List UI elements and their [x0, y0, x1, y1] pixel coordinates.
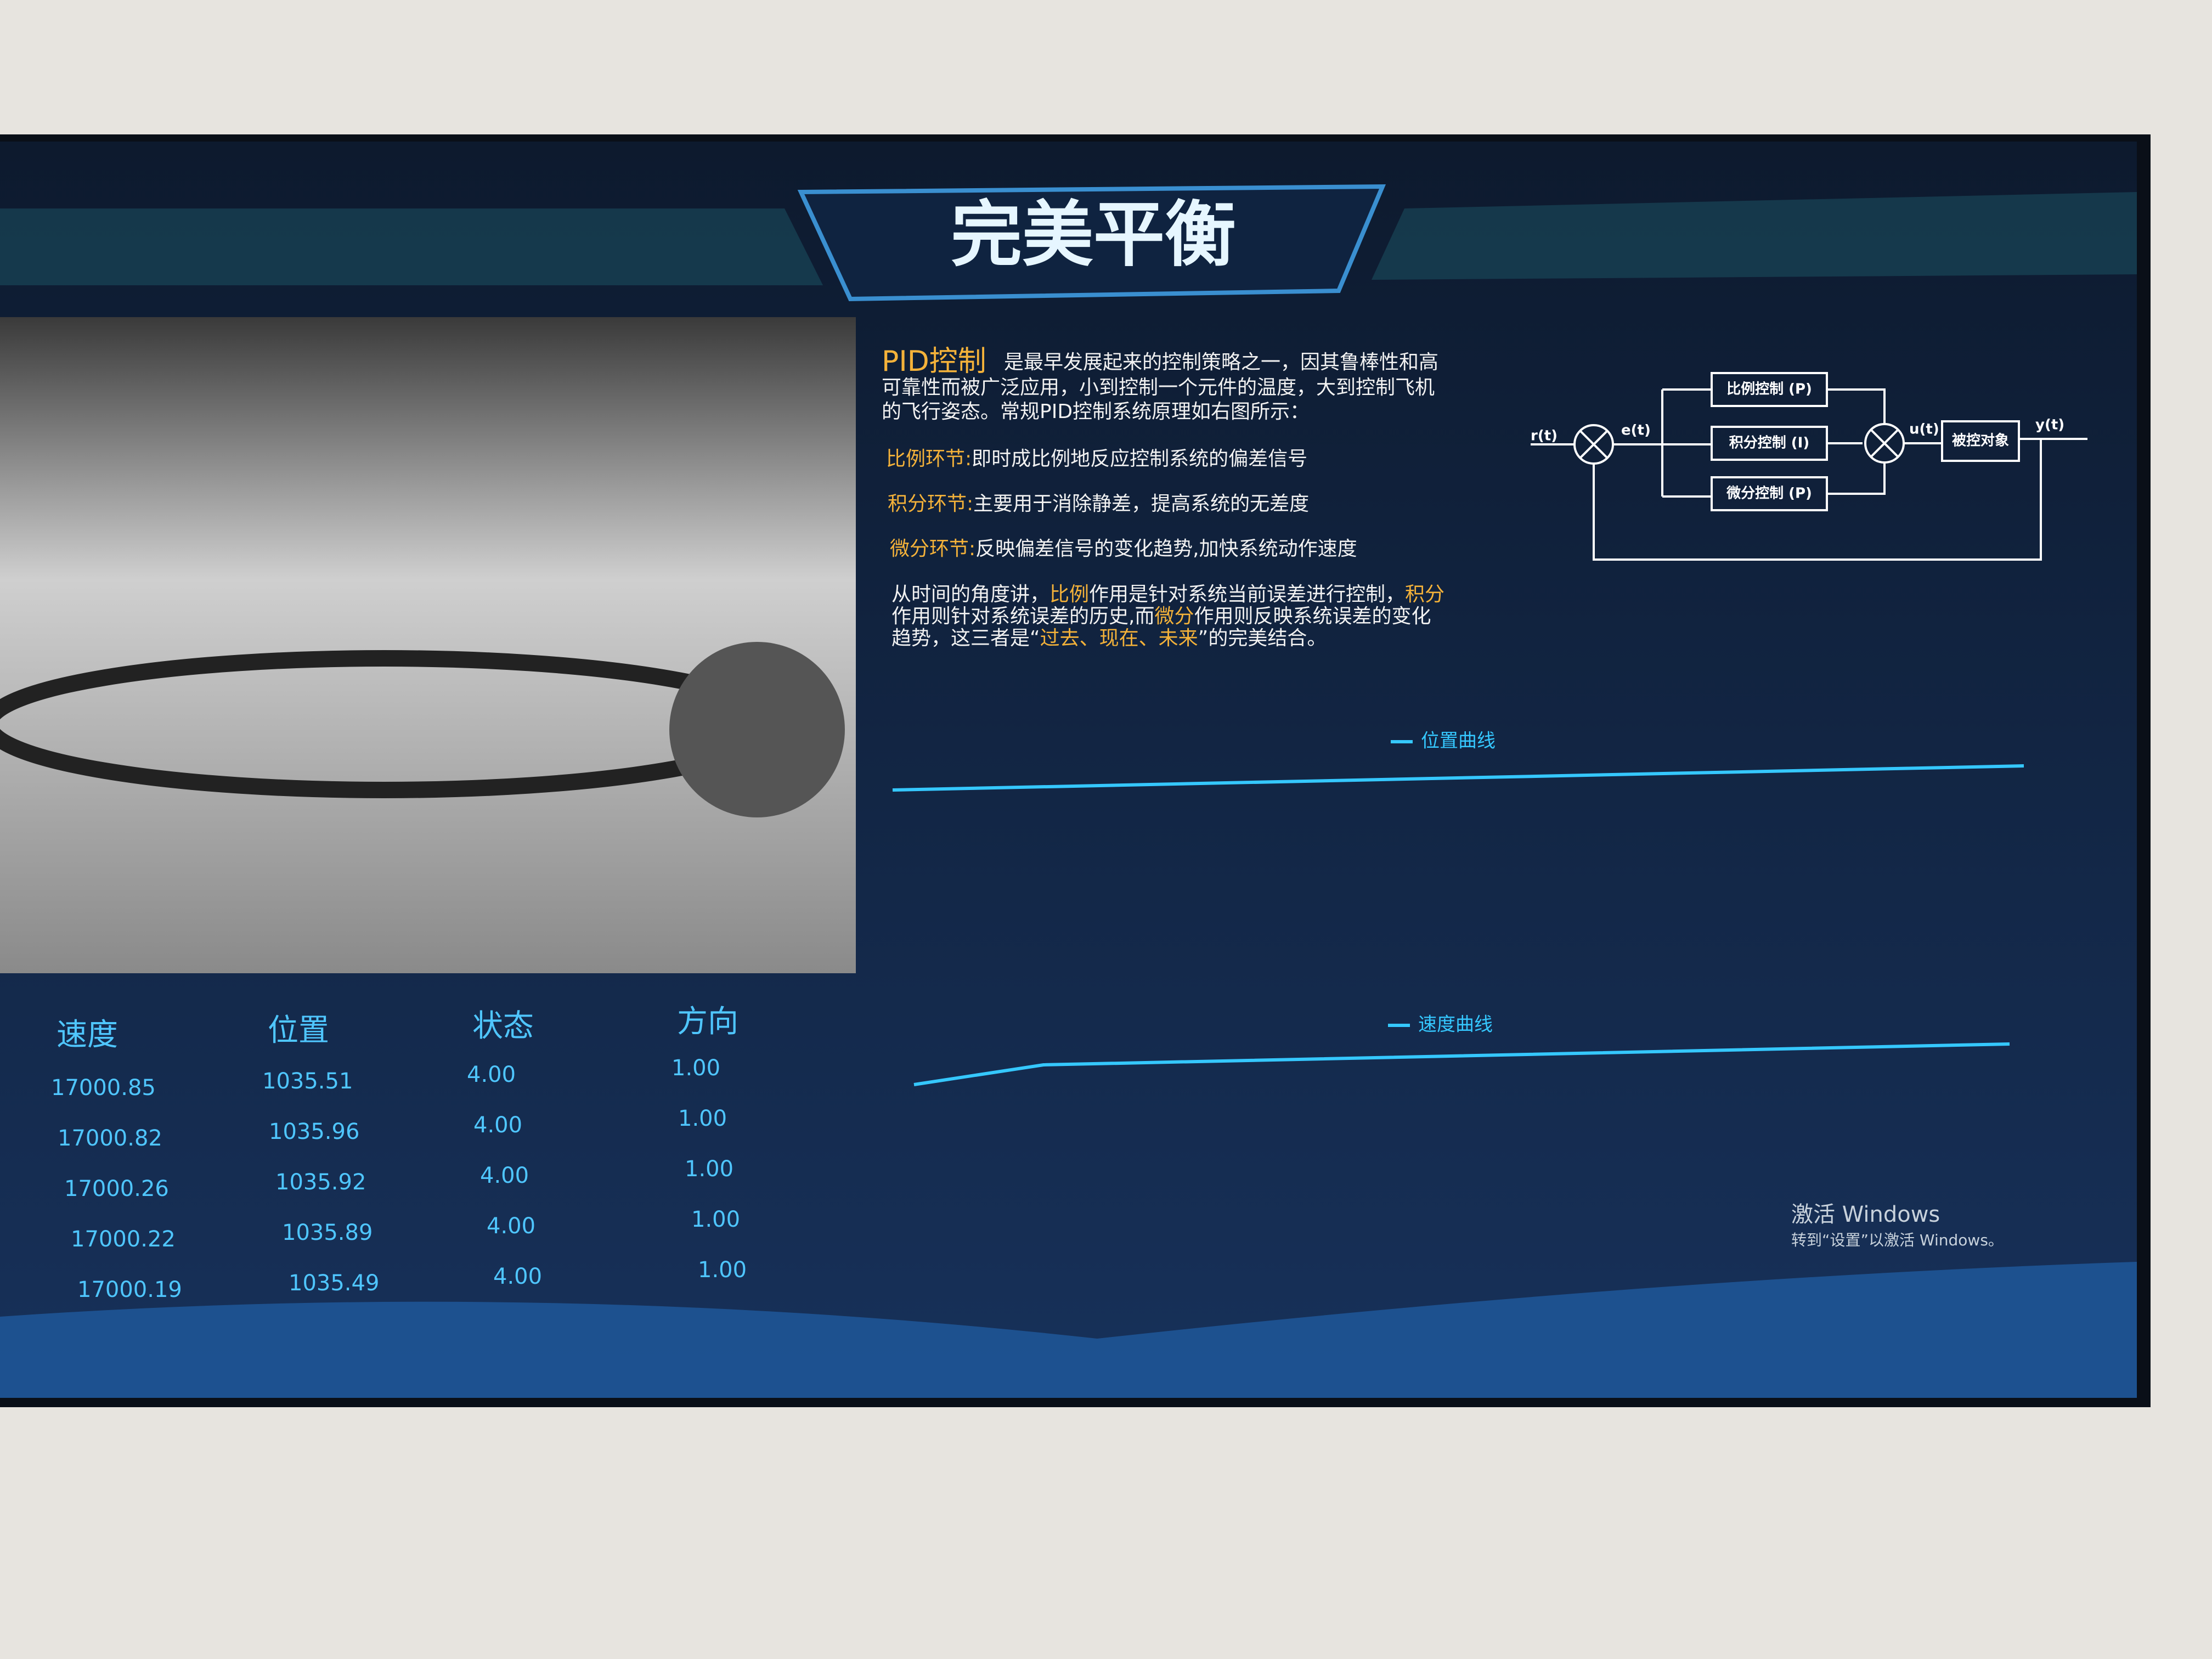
feedback: [1593, 438, 2087, 561]
diagram-label: u(t): [1909, 421, 1939, 438]
block-label: 微分控制 (P): [1726, 485, 1812, 502]
diagram-label: y(t): [2035, 417, 2064, 433]
table-header: 方向: [677, 1004, 738, 1040]
section: 微分环节:反映偏差信号的变化趋势,加快系统动作速度: [890, 538, 1357, 560]
diagram-label: e(t): [1621, 422, 1651, 439]
highlight: 比例: [1049, 583, 1089, 606]
position-curve: [892, 764, 2024, 792]
table-cell: 1035.96: [269, 1119, 359, 1144]
block-label: 比例控制 (P): [1726, 381, 1812, 398]
chart-title: 位置曲线: [1421, 730, 1496, 752]
title-frame: [797, 184, 1386, 302]
footer-wave: [0, 1262, 2137, 1398]
table-cell: 4.00: [473, 1113, 522, 1138]
text: 从时间的角度讲，: [891, 583, 1049, 606]
intro-line: 可靠性而被广泛应用，小到控制一个元件的温度，大到控制飞机: [882, 376, 1435, 399]
text: ”的完美结合。: [1198, 627, 1327, 650]
table-cell: 1035.92: [275, 1170, 366, 1195]
intro-line: 是最早发展起来的控制策略之一，因其鲁棒性和高: [1004, 351, 1438, 374]
text: 作用是针对系统当前误差进行控制，: [1089, 583, 1405, 606]
sum-cross: [1870, 428, 1899, 458]
table-cell: 1.00: [672, 1056, 720, 1081]
table-cell: 4.00: [480, 1163, 529, 1188]
table-cell: 4.00: [493, 1264, 542, 1289]
section-text: 反映偏差信号的变化趋势,加快系统动作速度: [975, 538, 1357, 560]
text: 作用则反映系统误差的变化: [1194, 605, 1431, 628]
arrow: [1613, 388, 1712, 498]
highlight: 过去、现在、未来: [1040, 627, 1198, 650]
paragraph-line: 作用则针对系统误差的历史,而微分作用则反映系统误差的变化: [891, 605, 1431, 628]
table-cell: 1035.89: [282, 1220, 373, 1245]
table-cell: 4.00: [467, 1062, 516, 1087]
watermark-title: 激活 Windows: [1791, 1202, 1940, 1227]
table-cell: 1.00: [698, 1257, 747, 1283]
intro-line: 的飞行姿态。常规PID控制系统原理如右图所示：: [882, 400, 1310, 423]
sum-cross: [1579, 430, 1609, 459]
camera-ball: [669, 642, 845, 817]
table-cell: 17000.26: [64, 1176, 169, 1201]
block-label: 被控对象: [1952, 432, 2009, 449]
speed-curve: [913, 1042, 2010, 1086]
section: 积分环节:主要用于消除静差，提高系统的无差度: [888, 493, 1309, 515]
section-text: 主要用于消除静差，提高系统的无差度: [973, 493, 1309, 515]
chart-title: 速度曲线: [1418, 1014, 1493, 1036]
watermark-subtitle: 转到“设置”以激活 Windows。: [1791, 1231, 2004, 1249]
intro-keyword: PID控制: [882, 345, 986, 378]
section: 比例环节:即时成比例地反应控制系统的偏差信号: [886, 448, 1307, 470]
table-cell: 1035.49: [289, 1271, 379, 1296]
block-label: 积分控制 (I): [1729, 435, 1810, 452]
table-cell: 1.00: [678, 1106, 727, 1131]
table-header: 位置: [268, 1013, 329, 1048]
diagram-label: r(t): [1531, 428, 1558, 444]
pid-diagram: r(t) e(t) 比例控制 (P) 积分控制 (I) 微分控制 (P) u(t…: [1531, 372, 2087, 561]
section-label: 积分环节:: [888, 493, 973, 515]
title: 完美平衡: [951, 193, 1236, 276]
block: [1941, 420, 2020, 462]
paragraph-line: 趋势，这三者是“过去、现在、未来”的完美结合。: [891, 627, 1327, 650]
section-label: 微分环节:: [890, 538, 975, 560]
header-band: [0, 208, 823, 285]
table-cell: 17000.19: [77, 1277, 182, 1302]
table-cell: 1.00: [691, 1207, 740, 1232]
arrow: [1827, 388, 1886, 495]
data-table: 速度 位置 状态 方向 17000.85 1035.51 4.00 1.00 17000.82 1…: [51, 1004, 747, 1302]
text: 作用则针对系统误差的历史,而: [891, 605, 1154, 628]
table-header: 状态: [472, 1008, 534, 1044]
table-cell: 17000.82: [58, 1126, 162, 1151]
header-band: [1372, 192, 2137, 280]
table-cell: 4.00: [487, 1214, 535, 1239]
table-cell: 1035.51: [262, 1069, 353, 1094]
table-header: 速度: [57, 1017, 118, 1053]
camera-view: [0, 317, 856, 973]
highlight: 积分: [1405, 583, 1444, 606]
section-label: 比例环节:: [886, 448, 972, 470]
table-cell: 1.00: [685, 1156, 733, 1182]
table-cell: 17000.22: [71, 1227, 176, 1252]
table-cell: 17000.85: [51, 1075, 156, 1101]
paragraph-line: 从时间的角度讲，比例作用是针对系统当前误差进行控制，积分: [891, 583, 1444, 606]
section-text: 即时成比例地反应控制系统的偏差信号: [972, 448, 1307, 470]
highlight: 微分: [1154, 605, 1194, 628]
text: 趋势，这三者是“: [891, 627, 1040, 650]
